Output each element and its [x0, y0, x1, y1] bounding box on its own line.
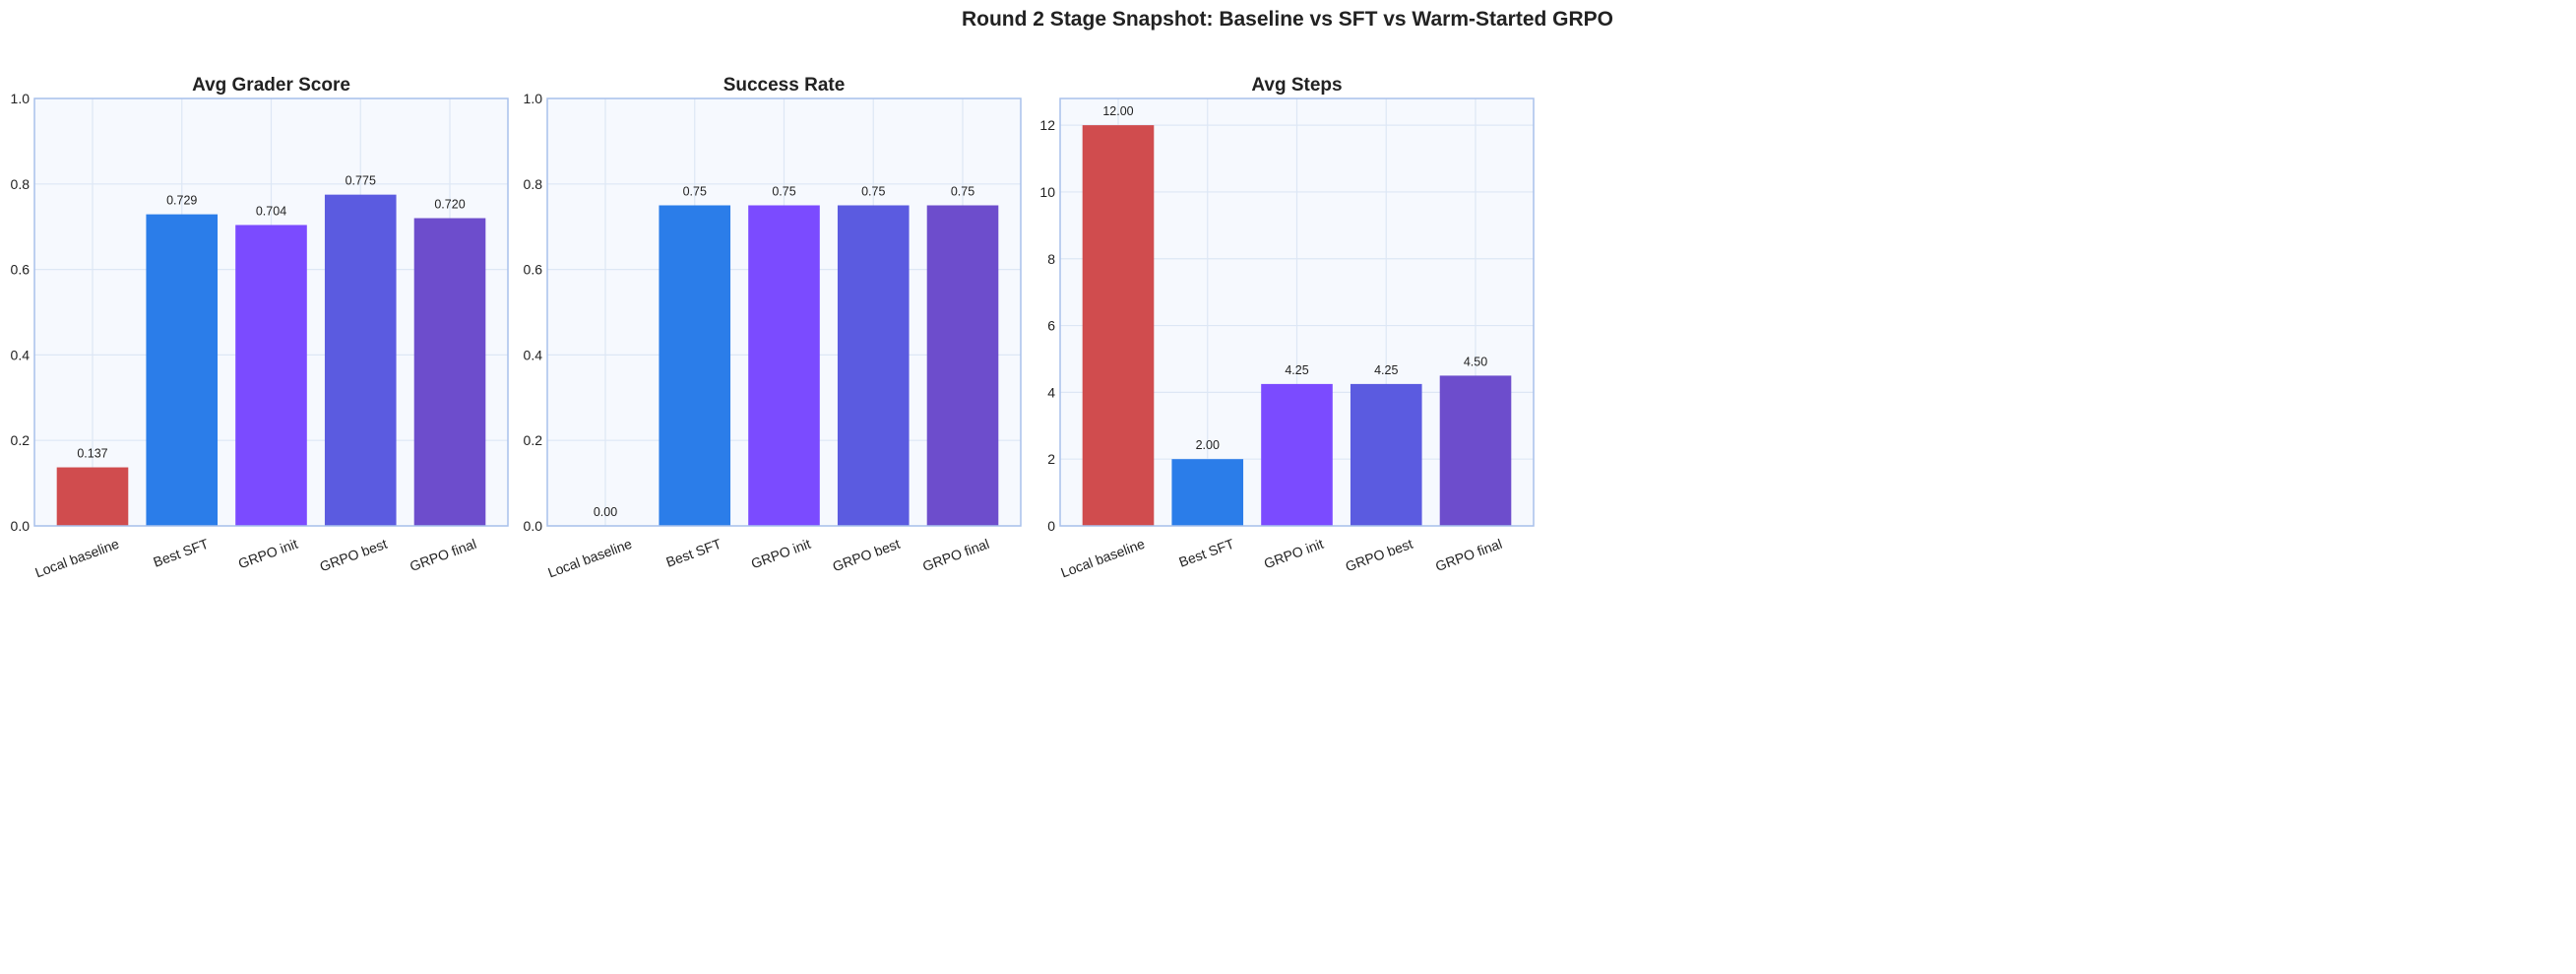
y-tick-label: 2	[1047, 451, 1055, 467]
bar-grpo-best	[837, 205, 910, 526]
axes-border	[546, 97, 1022, 527]
bar-grpo-final	[926, 205, 999, 526]
bar-grpo-init	[1261, 383, 1333, 526]
y-tick-label: 0.2	[11, 432, 31, 448]
axes-border	[1059, 97, 1535, 527]
data-label: 4.50	[1464, 355, 1487, 368]
data-label: 4.25	[1285, 363, 1308, 377]
data-label: 0.75	[861, 185, 885, 199]
data-label: 0.775	[346, 174, 376, 188]
y-tick-label: 0.8	[11, 176, 31, 192]
data-label: 0.729	[166, 194, 197, 208]
y-tick-label: 1.0	[524, 91, 543, 106]
data-label: 12.00	[1102, 104, 1133, 118]
data-label: 0.75	[683, 185, 707, 199]
y-tick-label: 0.2	[524, 432, 543, 448]
figure-title: Round 2 Stage Snapshot: Baseline vs SFT …	[962, 8, 1613, 31]
subplot-title: Avg Steps	[1251, 75, 1342, 96]
bar-best-sft	[1171, 459, 1244, 526]
y-tick-label: 8	[1047, 251, 1055, 267]
y-tick-label: 1.0	[11, 91, 31, 106]
bar-grpo-best	[324, 194, 397, 526]
data-label: 0.137	[77, 447, 107, 461]
data-label: 4.25	[1374, 363, 1398, 377]
bar-grpo-init	[748, 205, 820, 526]
bar-grpo-final	[413, 218, 486, 526]
bar-local-baseline	[1082, 125, 1155, 526]
bar-best-sft	[659, 205, 731, 526]
y-tick-label: 0.0	[524, 518, 543, 534]
subplot-title: Avg Grader Score	[192, 75, 350, 96]
bar-grpo-final	[1439, 375, 1512, 526]
y-tick-label: 0.8	[524, 176, 543, 192]
y-tick-label: 0.6	[524, 262, 543, 278]
y-tick-label: 0.4	[11, 347, 31, 362]
y-tick-label: 0.6	[11, 262, 31, 278]
y-tick-label: 4	[1047, 384, 1055, 400]
axes-border	[33, 97, 509, 527]
bar-local-baseline	[56, 467, 129, 526]
y-tick-label: 12	[1039, 117, 1055, 133]
bar-grpo-init	[235, 225, 307, 527]
y-tick-label: 6	[1047, 318, 1055, 334]
bar-grpo-best	[1350, 383, 1422, 526]
data-label: 0.00	[594, 505, 617, 519]
data-label: 2.00	[1196, 438, 1220, 452]
data-label: 0.704	[256, 204, 286, 218]
data-label: 0.720	[434, 198, 465, 212]
data-label: 0.75	[772, 185, 795, 199]
data-label: 0.75	[951, 185, 974, 199]
y-tick-label: 10	[1039, 184, 1055, 200]
y-tick-label: 0.0	[11, 518, 31, 534]
subplot-title: Success Rate	[723, 75, 846, 96]
y-tick-label: 0	[1047, 518, 1055, 534]
y-tick-label: 0.4	[524, 347, 543, 362]
bar-best-sft	[146, 214, 219, 526]
